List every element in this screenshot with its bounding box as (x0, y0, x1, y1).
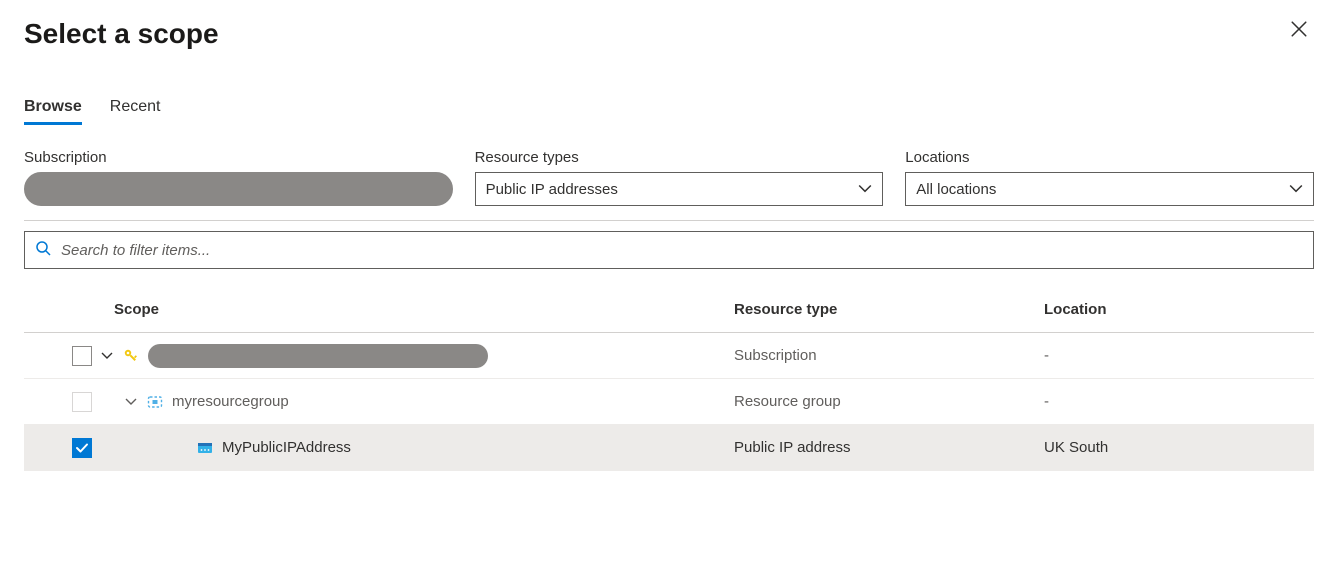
row-type: Resource group (734, 393, 1044, 410)
table-row[interactable]: myresourcegroup Resource group - (24, 379, 1314, 425)
col-type: Resource type (734, 301, 1044, 318)
public-ip-icon (196, 439, 214, 457)
row-expander[interactable] (124, 395, 138, 409)
close-icon (1290, 18, 1308, 43)
chevron-down-icon (125, 396, 137, 408)
tabs: Browse Recent (24, 98, 1314, 125)
chevron-down-icon (101, 350, 113, 362)
redacted-label (148, 344, 488, 368)
search-icon (35, 240, 51, 261)
filter-subscription: Subscription (24, 149, 453, 206)
resource-types-value: Public IP addresses (486, 181, 618, 198)
filter-locations: Locations All locations (905, 149, 1314, 206)
col-location: Location (1044, 301, 1314, 318)
row-type: Public IP address (734, 439, 1044, 456)
row-checkbox[interactable] (72, 438, 92, 458)
filter-resource-types-label: Resource types (475, 149, 884, 166)
resource-group-icon (146, 393, 164, 411)
filter-subscription-label: Subscription (24, 149, 453, 166)
scope-table: Scope Resource type Location Subscriptio… (24, 287, 1314, 471)
row-checkbox[interactable] (72, 392, 92, 412)
row-location: UK South (1044, 439, 1314, 456)
scope-cell (24, 344, 734, 368)
search-input[interactable] (59, 241, 1303, 260)
row-location: - (1044, 393, 1314, 410)
locations-value: All locations (916, 181, 996, 198)
filter-resource-types: Resource types Public IP addresses (475, 149, 884, 206)
table-row[interactable]: Subscription - (24, 333, 1314, 379)
filters-row: Subscription Resource types Public IP ad… (24, 149, 1314, 206)
row-type: Subscription (734, 347, 1044, 364)
filter-locations-label: Locations (905, 149, 1314, 166)
checkmark-icon (75, 441, 89, 455)
scope-cell: myresourcegroup (24, 392, 734, 412)
table-header: Scope Resource type Location (24, 287, 1314, 333)
locations-select[interactable]: All locations (905, 172, 1314, 206)
col-scope: Scope (24, 301, 734, 318)
row-label: myresourcegroup (172, 393, 289, 410)
subscription-select[interactable] (24, 172, 453, 206)
key-icon (122, 347, 140, 365)
divider (24, 220, 1314, 221)
close-button[interactable] (1284, 18, 1314, 44)
search-box[interactable] (24, 231, 1314, 269)
row-label: MyPublicIPAddress (222, 439, 351, 456)
tab-recent[interactable]: Recent (110, 98, 161, 125)
chevron-down-icon (1289, 182, 1303, 196)
page-title: Select a scope (24, 18, 219, 50)
table-row[interactable]: MyPublicIPAddress Public IP address UK S… (24, 425, 1314, 471)
row-location: - (1044, 347, 1314, 364)
chevron-down-icon (858, 182, 872, 196)
row-expander[interactable] (100, 349, 114, 363)
tab-browse[interactable]: Browse (24, 98, 82, 125)
resource-types-select[interactable]: Public IP addresses (475, 172, 884, 206)
scope-cell: MyPublicIPAddress (24, 438, 734, 458)
row-checkbox[interactable] (72, 346, 92, 366)
